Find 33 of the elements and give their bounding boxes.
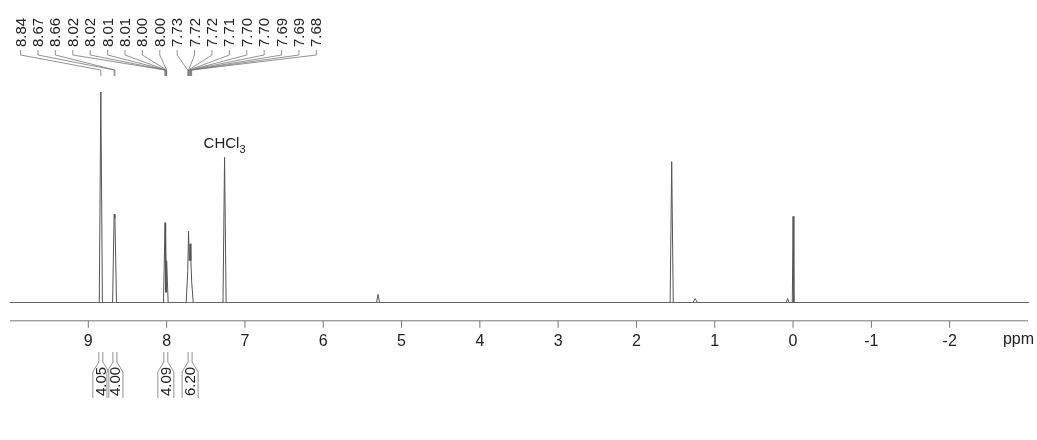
annotation: 8.84 xyxy=(11,17,29,47)
annotation: 6.20 xyxy=(181,366,199,396)
annotation: 8.01 xyxy=(98,17,116,47)
annotation: 8.00 xyxy=(133,17,151,47)
annotation: 7.69 xyxy=(289,17,307,47)
x-tick-label: -2 xyxy=(942,331,957,349)
annotation: 8.01 xyxy=(115,17,133,47)
annotation: 7.72 xyxy=(185,17,203,47)
x-tick-label: 4 xyxy=(475,331,485,349)
x-tick-label: 1 xyxy=(710,331,720,349)
x-tick-label: 0 xyxy=(788,331,798,349)
annotation: 7.70 xyxy=(255,17,273,47)
x-axis-title: ppm xyxy=(1002,330,1034,348)
x-tick-label: 8 xyxy=(162,331,172,349)
annotation: 7.73 xyxy=(168,17,186,47)
annotation: 8.00 xyxy=(150,17,168,47)
x-tick-label: 3 xyxy=(553,331,563,349)
annotation: 7.69 xyxy=(272,17,290,47)
x-tick-label: 2 xyxy=(632,331,642,349)
annotation: 8.66 xyxy=(46,17,64,47)
x-tick-label: 6 xyxy=(318,331,328,349)
x-tick-label: -1 xyxy=(864,331,879,349)
x-tick-label: 9 xyxy=(83,331,93,349)
x-tick-label: 7 xyxy=(240,331,250,349)
x-tick-label: 5 xyxy=(397,331,407,349)
annotation: 8.02 xyxy=(63,17,81,47)
annotation: 7.68 xyxy=(307,17,325,47)
annotation: 7.72 xyxy=(202,17,220,47)
annotation: 7.70 xyxy=(237,17,255,47)
annotation: 8.67 xyxy=(28,17,46,47)
annotation: 4.09 xyxy=(156,366,174,396)
annotation: 8.02 xyxy=(81,17,99,47)
annotation: 7.71 xyxy=(220,17,238,47)
